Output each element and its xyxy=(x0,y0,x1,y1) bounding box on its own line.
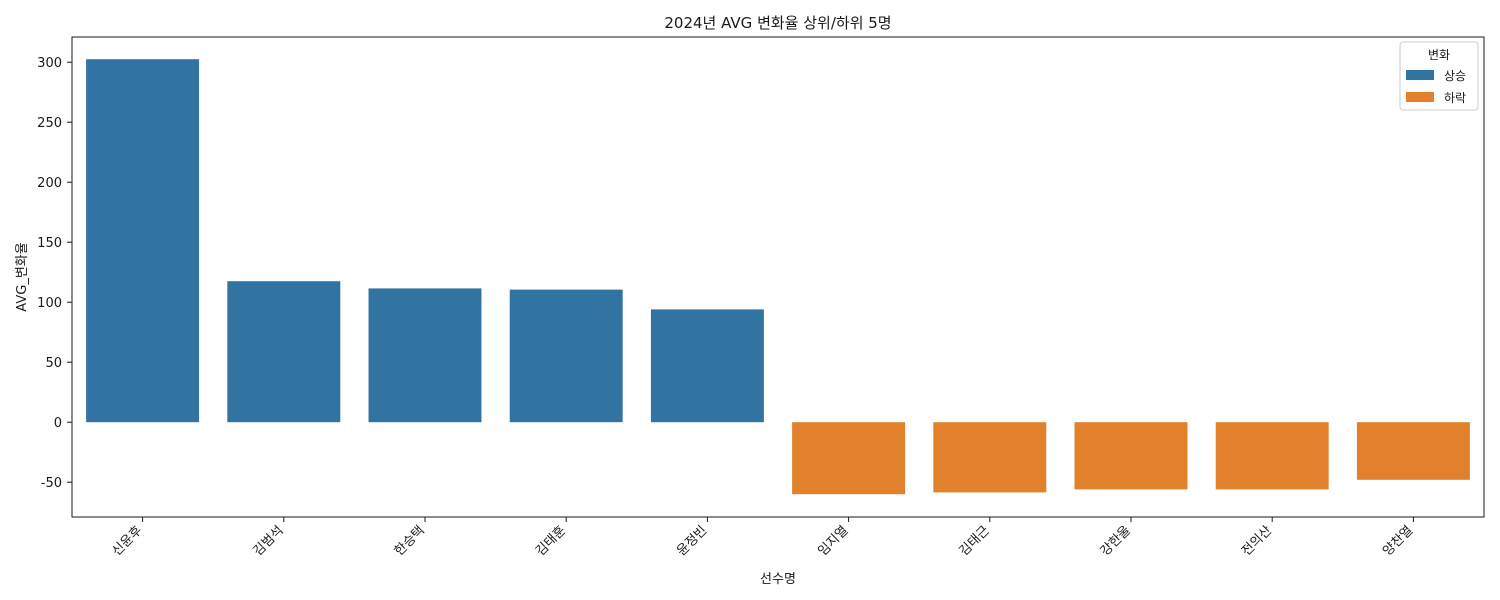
bar-양찬열 xyxy=(1356,422,1470,480)
legend-swatch xyxy=(1406,92,1434,102)
x-tick-label: 김태훈 xyxy=(533,523,569,559)
bar-신윤후 xyxy=(86,59,200,423)
bar-전의산 xyxy=(1215,422,1329,490)
x-tick-label: 한승택 xyxy=(392,523,428,559)
legend-entry-label: 하락 xyxy=(1444,91,1466,105)
plot-frame xyxy=(71,36,1485,518)
y-tick-label: 0 xyxy=(54,416,62,431)
x-tick-label: 김범석 xyxy=(251,523,287,559)
x-tick-label: 김태근 xyxy=(957,523,993,559)
bar-김태훈 xyxy=(509,289,623,423)
bar-임지열 xyxy=(792,422,906,495)
x-tick-label: 윤정빈 xyxy=(674,523,710,559)
y-tick-label: -50 xyxy=(41,476,62,491)
bar-김태근 xyxy=(933,422,1047,493)
y-tick-label: 100 xyxy=(37,296,62,311)
x-tick-label: 양찬열 xyxy=(1380,523,1416,559)
y-tick-label: 150 xyxy=(37,236,62,251)
y-tick-label: 250 xyxy=(37,116,62,131)
x-axis-label: 선수명 xyxy=(760,572,796,587)
legend-swatch xyxy=(1406,70,1434,80)
x-tick-label: 임지열 xyxy=(815,523,851,559)
x-tick-label: 전의산 xyxy=(1239,523,1275,559)
chart-title: 2024년 AVG 변화율 상위/하위 5명 xyxy=(664,14,891,32)
plot-area: -50 0 50 100 150 200 250 300 신윤후 김범석 한승택 김태훈 윤정빈 임지열 김… xyxy=(37,36,1485,559)
y-tick-label: 50 xyxy=(45,356,62,371)
bar-윤정빈 xyxy=(650,309,764,423)
y-tick-label: 200 xyxy=(37,176,62,191)
x-tick-label: 신윤후 xyxy=(109,523,145,559)
y-axis-label: AVG_변화율 xyxy=(15,242,30,311)
legend-title: 변화 xyxy=(1428,48,1450,62)
y-tick-label: 300 xyxy=(37,56,62,71)
x-tick-label: 강한울 xyxy=(1098,523,1134,559)
legend-entry-label: 상승 xyxy=(1444,69,1466,83)
bar-김범석 xyxy=(227,281,341,423)
bar-한승택 xyxy=(368,288,482,423)
bar-강한울 xyxy=(1074,422,1188,490)
